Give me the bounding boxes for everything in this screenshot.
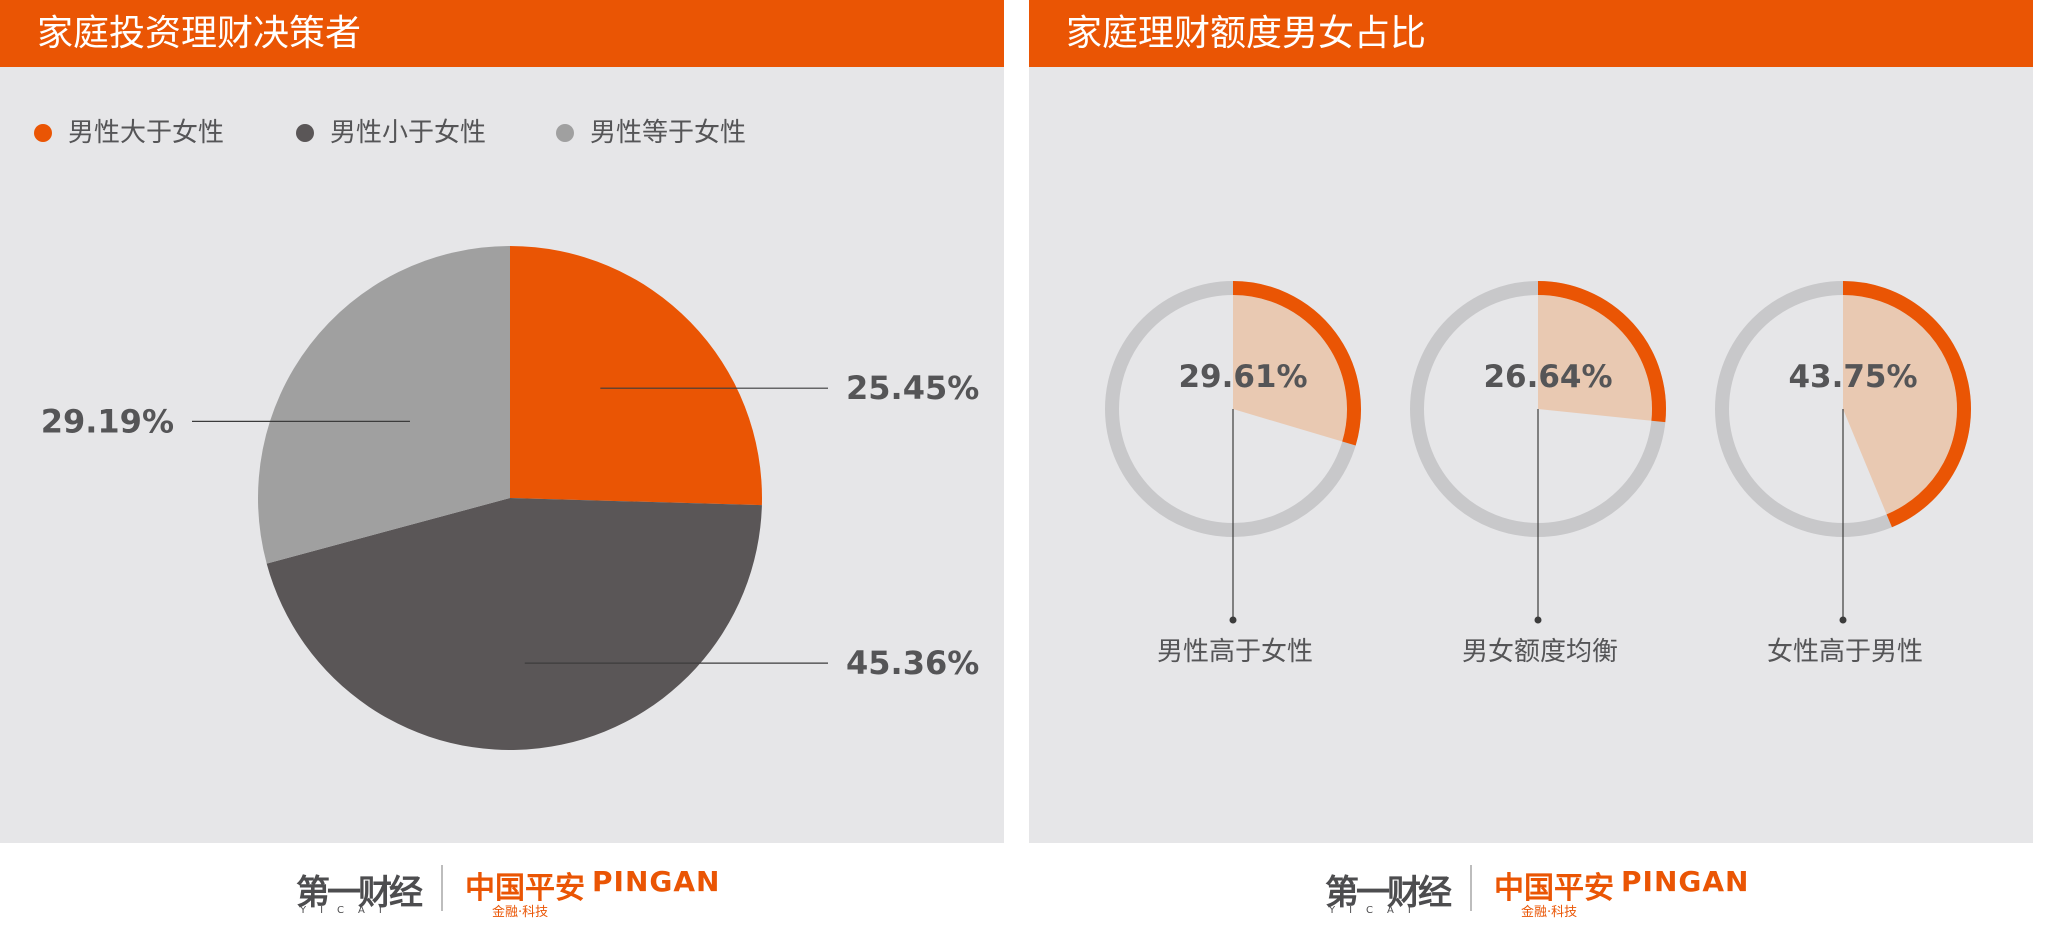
- legend-label: 男性等于女性: [590, 118, 747, 148]
- legend-marker: [296, 124, 314, 142]
- pingan-logo: 中国平安: [465, 871, 585, 906]
- ring-female-higher: 43.75% 女性高于男性: [1715, 281, 1971, 667]
- category-label: 女性高于男性: [1767, 637, 1923, 667]
- legend-marker: [34, 124, 52, 142]
- pie-slice-male-greater: [510, 246, 763, 506]
- panel-header: 家庭理财额度男女占比: [1029, 0, 2033, 67]
- pie-slice-male-less: [266, 498, 762, 751]
- ring-arc: [1537, 281, 1666, 423]
- pingan-logo-en: PINGAN: [1621, 865, 1750, 898]
- panel-decision-makers: 家庭投资理财决策者 男性大于女性 男性小于女性 男性等于女性 25.45% 45.…: [0, 0, 1004, 843]
- leader-dot: [1229, 616, 1237, 624]
- leader-dot: [1534, 616, 1542, 624]
- data-label: 26.64%: [1483, 359, 1612, 395]
- pingan-logo-sub: 金融·科技: [492, 905, 549, 920]
- footer-right: 第一财经 YICAI 中国平安 PINGAN 金融·科技: [1029, 843, 2033, 937]
- yicai-logo: 第一财经: [296, 873, 423, 913]
- data-label: 45.36%: [846, 644, 979, 682]
- panel-header: 家庭投资理财决策者: [0, 0, 1004, 67]
- ring-charts: 29.61% 男性高于女性 26.64% 男女额度均衡 43.75% 女性高于男性: [1105, 281, 1971, 667]
- legend-label: 男性小于女性: [330, 118, 487, 148]
- yicai-logo-sub: YICAI: [300, 905, 396, 916]
- data-label: 29.19%: [41, 402, 174, 440]
- ring-sector: [1843, 295, 1958, 515]
- pingan-logo-sub: 金融·科技: [1521, 905, 1578, 920]
- pingan-logo-en: PINGAN: [592, 865, 721, 898]
- data-label: 43.75%: [1788, 359, 1917, 395]
- ring-male-higher: 29.61% 男性高于女性: [1105, 281, 1361, 667]
- logo-divider: [1470, 865, 1472, 911]
- category-label: 男性高于女性: [1157, 637, 1313, 667]
- ring-balanced: 26.64% 男女额度均衡: [1410, 281, 1666, 667]
- pie-slice-male-equal: [258, 246, 510, 564]
- legend-label: 男性大于女性: [68, 118, 225, 148]
- chart-title: 家庭理财额度男女占比: [1066, 13, 1427, 54]
- footer-left: 第一财经 YICAI 中国平安 PINGAN 金融·科技: [0, 843, 1004, 937]
- legend-marker: [556, 124, 574, 142]
- ring-arc: [1232, 281, 1361, 446]
- category-label: 男女额度均衡: [1462, 637, 1618, 667]
- pingan-logo: 中国平安: [1494, 871, 1614, 906]
- logo-divider: [441, 865, 443, 911]
- ring-sector: [1233, 295, 1347, 442]
- leader-dot: [1839, 616, 1847, 624]
- chart-title: 家庭投资理财决策者: [37, 13, 362, 54]
- data-label: 25.45%: [846, 369, 979, 407]
- panel-amount-ratio: 家庭理财额度男女占比 29.61% 男性高于女性 26.64% 男女额度均衡 43.75…: [1029, 0, 2033, 843]
- pie-chart: 25.45% 45.36% 29.19%: [41, 246, 979, 751]
- ring-sector: [1538, 295, 1652, 421]
- ring-arc: [1842, 281, 1971, 528]
- yicai-logo: 第一财经: [1325, 873, 1452, 913]
- yicai-logo-sub: YICAI: [1329, 905, 1425, 916]
- data-label: 29.61%: [1178, 359, 1307, 395]
